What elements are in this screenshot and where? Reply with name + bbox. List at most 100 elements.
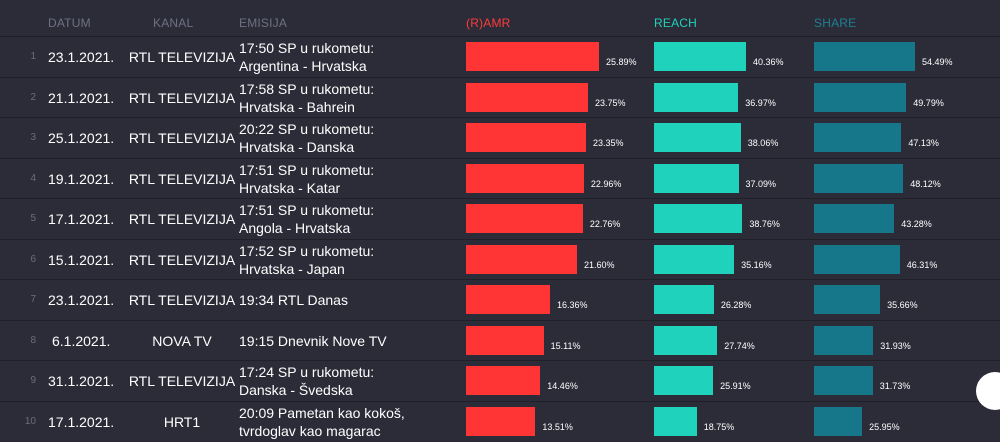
table-row: 10 17.1.2021. HRT1 20:09 Pametan kao kokoš,… xyxy=(0,400,1000,441)
row-channel: HRT1 xyxy=(163,413,201,430)
share-bar xyxy=(814,204,895,233)
amr-value-label: 16.36% xyxy=(557,300,588,310)
row-date: 31.1.2021. xyxy=(48,373,115,389)
table-row: 6 15.1.2021. RTL TELEVIZIJA 17:52 SP u ruko… xyxy=(0,238,1000,280)
row-rank: 10 xyxy=(24,415,36,427)
table-row: 7 23.1.2021. RTL TELEVIZIJA 19:34 RTL Danas… xyxy=(0,279,1000,319)
program-line-1: 19:15 Dnevnik Nove TV xyxy=(239,332,387,349)
program-line-1: 17:51 SP u rukometu: xyxy=(239,202,375,218)
header-amr: (R)AMR xyxy=(466,16,511,30)
row-channel: RTL TELEVIZIJA xyxy=(128,211,236,227)
amr-bar xyxy=(466,244,577,274)
amr-value-label: 23.75% xyxy=(595,97,626,108)
amr-value-label: 14.46% xyxy=(547,381,578,391)
row-date: 6.1.2021. xyxy=(52,332,111,349)
reach-bar xyxy=(654,406,697,436)
row-channel: RTL TELEVIZIJA xyxy=(128,130,236,146)
program-line-1: 17:24 SP u rukometu: xyxy=(239,364,375,380)
reach-value-label: 25.91% xyxy=(720,381,751,391)
row-program: 19:34 RTL Danas xyxy=(239,280,439,320)
share-value-label: 46.31% xyxy=(906,259,938,270)
reach-bar xyxy=(654,285,714,314)
amr-bar xyxy=(466,366,541,395)
amr-value-label: 21.60% xyxy=(584,259,615,270)
amr-bar xyxy=(466,325,544,355)
program-line-2: Hrvatska - Bahrein xyxy=(239,98,355,115)
reach-bar xyxy=(654,325,718,355)
header-share: SHARE xyxy=(814,16,857,30)
reach-bar xyxy=(654,42,746,71)
reach-value-label: 36.97% xyxy=(745,97,776,108)
program-line-2: Argentina - Hrvatska xyxy=(239,58,367,74)
table-row: 4 19.1.2021. RTL TELEVIZIJA 17:51 SP u ruko… xyxy=(0,157,1000,198)
reach-value-label: 37.09% xyxy=(745,178,777,189)
header-reach: REACH xyxy=(654,16,698,30)
table-row: 2 21.1.2021. RTL TELEVIZIJA 17:58 SP u ruko… xyxy=(0,76,1000,118)
share-bar xyxy=(814,123,902,152)
row-rank: 2 xyxy=(30,91,36,103)
row-date: 23.1.2021. xyxy=(48,49,115,65)
row-channel: RTL TELEVIZIJA xyxy=(128,292,236,308)
reach-value-label: 27.74% xyxy=(724,340,755,351)
row-program: 17:52 SP u rukometu: Hrvatska - Japan xyxy=(239,240,439,280)
row-program: 17:24 SP u rukometu: Danska - Švedska xyxy=(239,361,439,401)
row-channel: RTL TELEVIZIJA xyxy=(128,49,236,65)
row-program: 17:51 SP u rukometu: Angola - Hrvatska xyxy=(239,199,439,239)
program-line-2: tvrdoglav kao magarac xyxy=(239,422,381,439)
row-channel: RTL TELEVIZIJA xyxy=(128,373,236,389)
table-row: 3 25.1.2021. RTL TELEVIZIJA 20:22 SP u ruko… xyxy=(0,117,1000,157)
row-rank: 9 xyxy=(30,375,36,386)
share-value-label: 25.95% xyxy=(869,421,900,432)
share-value-label: 31.73% xyxy=(879,381,911,391)
row-channel: RTL TELEVIZIJA xyxy=(128,89,236,106)
program-line-1: 19:34 RTL Danas xyxy=(239,292,348,308)
header-datum: DATUM xyxy=(48,16,91,30)
share-bar xyxy=(814,82,907,112)
share-bar xyxy=(814,163,904,193)
row-rank: 7 xyxy=(30,294,36,305)
reach-bar xyxy=(654,366,714,395)
program-line-1: 17:58 SP u rukometu: xyxy=(239,80,375,97)
row-date: 23.1.2021. xyxy=(48,292,115,308)
row-channel: RTL TELEVIZIJA xyxy=(128,170,236,187)
row-program: 17:58 SP u rukometu: Hrvatska - Bahrein xyxy=(239,78,439,118)
row-date: 19.1.2021. xyxy=(48,170,115,187)
program-line-2: Hrvatska - Danska xyxy=(239,139,355,155)
table-row: 8 6.1.2021. NOVA TV 19:15 Dnevnik Nove TV 15… xyxy=(0,319,1000,361)
table-row: 9 31.1.2021. RTL TELEVIZIJA 17:24 SP u ruko… xyxy=(0,360,1000,400)
amr-bar xyxy=(466,42,599,71)
amr-value-label: 22.76% xyxy=(589,219,621,229)
share-bar xyxy=(814,325,874,355)
reach-bar xyxy=(654,244,735,274)
edge-circle[interactable] xyxy=(976,372,1000,410)
row-date: 21.1.2021. xyxy=(48,89,115,106)
reach-value-label: 40.36% xyxy=(753,57,784,67)
row-channel: RTL TELEVIZIJA xyxy=(128,251,236,268)
row-channel: NOVA TV xyxy=(152,332,212,349)
reach-value-label: 38.06% xyxy=(747,138,779,148)
reach-bar xyxy=(654,163,739,193)
row-rank: 8 xyxy=(30,334,36,346)
table-row: 1 23.1.2021. RTL TELEVIZIJA 17:50 SP u ruko… xyxy=(0,36,1000,76)
share-bar xyxy=(814,285,881,314)
share-bar xyxy=(814,244,900,274)
program-line-1: 20:09 Pametan kao kokoš, xyxy=(239,404,405,421)
amr-bar xyxy=(466,163,584,193)
amr-bar xyxy=(466,123,586,152)
row-date: 15.1.2021. xyxy=(48,251,115,268)
amr-value-label: 15.11% xyxy=(550,340,581,351)
row-program: 19:15 Dnevnik Nove TV xyxy=(239,321,439,361)
program-line-2: Danska - Švedska xyxy=(239,382,353,398)
share-value-label: 43.28% xyxy=(901,219,932,229)
reach-bar xyxy=(654,204,743,233)
header-kanal: KANAL xyxy=(153,16,194,30)
row-rank: 4 xyxy=(30,172,36,184)
program-line-1: 17:50 SP u rukometu: xyxy=(239,40,375,56)
table-row: 5 17.1.2021. RTL TELEVIZIJA 17:51 SP u ruko… xyxy=(0,198,1000,238)
row-rank: 1 xyxy=(30,51,36,62)
amr-value-label: 22.96% xyxy=(590,178,622,189)
amr-value-label: 13.51% xyxy=(542,421,573,432)
reach-value-label: 35.16% xyxy=(741,259,772,270)
share-value-label: 54.49% xyxy=(922,57,953,67)
